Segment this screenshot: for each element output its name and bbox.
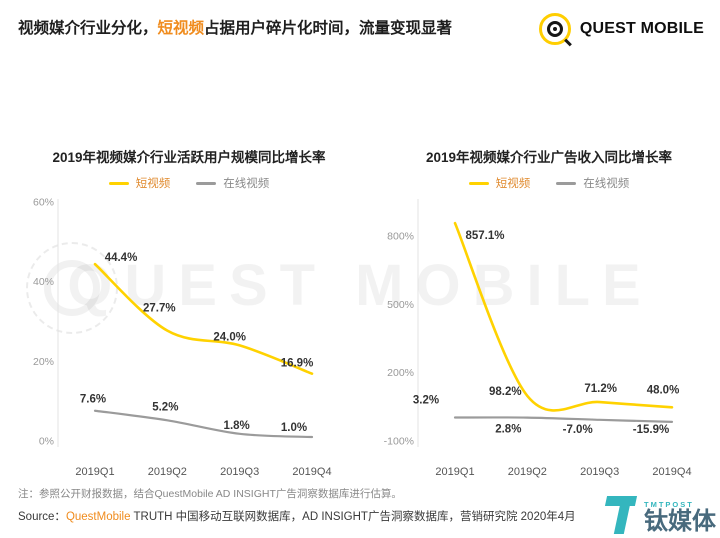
svg-text:2.8%: 2.8% bbox=[495, 424, 521, 436]
page-title: 视频媒介行业分化，短视频占据用户碎片化时间，流量变现显著 bbox=[18, 16, 452, 38]
tmtpost-watermark: TMTPOST 钛媒体 bbox=[604, 492, 716, 536]
tmtpost-text-block: TMTPOST 钛媒体 bbox=[644, 500, 716, 536]
questmobile-logo-text: QUEST MOBILE bbox=[579, 20, 704, 37]
logo-center-dot bbox=[552, 27, 557, 31]
logo-inner-ring bbox=[546, 21, 563, 37]
svg-text:2019Q1: 2019Q1 bbox=[75, 466, 114, 478]
svg-text:27.7%: 27.7% bbox=[143, 303, 176, 315]
svg-text:40%: 40% bbox=[33, 276, 54, 288]
svg-text:7.6%: 7.6% bbox=[80, 394, 106, 406]
svg-text:44.4%: 44.4% bbox=[105, 252, 138, 264]
svg-text:-7.0%: -7.0% bbox=[563, 424, 593, 436]
tmtpost-subtext: TMTPOST bbox=[644, 500, 694, 509]
title-highlight: 短视频 bbox=[157, 20, 205, 37]
svg-text:20%: 20% bbox=[33, 356, 54, 368]
legend: 短视频 在线视频 bbox=[24, 175, 354, 191]
svg-text:1.8%: 1.8% bbox=[224, 420, 250, 432]
svg-text:857.1%: 857.1% bbox=[465, 230, 504, 242]
svg-text:200%: 200% bbox=[387, 367, 414, 379]
legend-item-online-video: 在线视频 bbox=[196, 175, 269, 191]
charts-row: 2019年视频媒介行业活跃用户规模同比增长率 短视频 在线视频 0% 20% 40%… bbox=[24, 146, 714, 485]
questmobile-text-watermark: QUEST MOBILE bbox=[67, 253, 653, 318]
source-brand: QuestMobile bbox=[65, 511, 131, 523]
legend-item-online-video: 在线视频 bbox=[556, 175, 629, 191]
legend: 短视频 在线视频 bbox=[384, 175, 714, 191]
svg-text:1.0%: 1.0% bbox=[281, 422, 307, 434]
legend-swatch-yellow bbox=[468, 181, 489, 185]
svg-text:2019Q2: 2019Q2 bbox=[148, 466, 187, 478]
svg-text:2019Q3: 2019Q3 bbox=[220, 466, 259, 478]
svg-text:60%: 60% bbox=[33, 197, 54, 209]
footer: 注：参照公开财报数据，结合QuestMobile AD INSIGHT广告洞察数… bbox=[18, 486, 576, 524]
tmtpost-t-stem bbox=[613, 504, 631, 534]
chart-title: 2019年视频媒介行业活跃用户规模同比增长率 bbox=[52, 150, 326, 165]
footnote: 注：参照公开财报数据，结合QuestMobile AD INSIGHT广告洞察数… bbox=[18, 488, 402, 500]
svg-text:500%: 500% bbox=[387, 299, 414, 311]
legend-label: 短视频 bbox=[495, 178, 531, 190]
svg-text:2019Q4: 2019Q4 bbox=[652, 466, 691, 478]
svg-text:2019Q4: 2019Q4 bbox=[292, 466, 331, 478]
logo-q-tail bbox=[563, 38, 572, 47]
line-chart-ad-revenue-growth: -100% 200% 500% 800% 2019Q1 2019Q2 2019Q3 2019Q… bbox=[384, 199, 692, 478]
svg-text:71.2%: 71.2% bbox=[584, 383, 617, 395]
legend-label: 在线视频 bbox=[583, 178, 630, 190]
questmobile-logo-icon bbox=[538, 12, 572, 47]
source-label: Source： bbox=[18, 511, 66, 523]
svg-text:16.9%: 16.9% bbox=[281, 358, 314, 370]
svg-text:-100%: -100% bbox=[384, 436, 414, 448]
legend-swatch-gray bbox=[196, 181, 217, 185]
legend-item-short-video: 短视频 bbox=[108, 175, 171, 191]
tmtpost-logo-icon bbox=[604, 492, 640, 536]
legend-swatch-gray bbox=[556, 181, 577, 185]
svg-text:800%: 800% bbox=[387, 231, 414, 243]
svg-text:2019Q3: 2019Q3 bbox=[580, 466, 619, 478]
svg-text:0%: 0% bbox=[39, 436, 54, 448]
legend-label: 在线视频 bbox=[223, 178, 270, 190]
legend-swatch-yellow bbox=[108, 181, 129, 185]
questmobile-logo: QUEST MOBILE bbox=[538, 12, 704, 47]
watermark-inner-ring bbox=[44, 260, 100, 316]
source-line: Source：QuestMobile TRUTH 中国移动互联网数据库，AD I… bbox=[18, 508, 576, 524]
svg-text:24.0%: 24.0% bbox=[213, 331, 246, 343]
title-pre: 视频媒介行业分化， bbox=[18, 20, 158, 37]
svg-text:2019Q2: 2019Q2 bbox=[508, 466, 547, 478]
source-rest: TRUTH 中国移动互联网数据库，AD INSIGHT广告洞察数据库，营销研究院… bbox=[130, 511, 576, 523]
legend-item-short-video: 短视频 bbox=[468, 175, 531, 191]
chart-title: 2019年视频媒介行业广告收入同比增长率 bbox=[425, 150, 673, 165]
svg-text:3.2%: 3.2% bbox=[413, 395, 439, 407]
legend-label: 短视频 bbox=[135, 178, 171, 190]
logo-outer-ring bbox=[538, 13, 571, 45]
chart-active-user-growth: 2019年视频媒介行业活跃用户规模同比增长率 短视频 在线视频 0% 20% 40%… bbox=[24, 146, 354, 485]
svg-text:5.2%: 5.2% bbox=[152, 401, 178, 413]
svg-text:48.0%: 48.0% bbox=[647, 384, 680, 396]
svg-text:2019Q1: 2019Q1 bbox=[435, 466, 474, 478]
svg-text:-15.9%: -15.9% bbox=[633, 424, 669, 436]
chart-ad-revenue-growth: 2019年视频媒介行业广告收入同比增长率 短视频 在线视频 -100% 200% 5… bbox=[384, 146, 714, 485]
line-chart-active-user-growth: 0% 20% 40% 60% 2019Q1 2019Q2 2019Q3 2019Q4 44.4%… bbox=[33, 197, 332, 479]
title-post: 占据用户碎片化时间，流量变现显著 bbox=[204, 20, 453, 37]
tmtpost-text: 钛媒体 bbox=[644, 508, 716, 535]
svg-text:98.2%: 98.2% bbox=[489, 386, 522, 398]
